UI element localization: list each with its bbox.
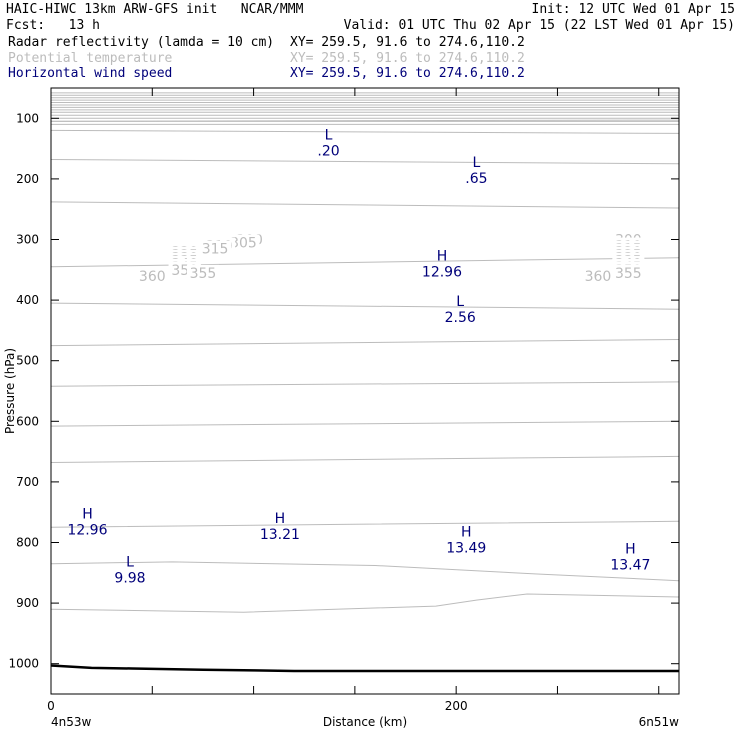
wind-extremum-type-2: H bbox=[461, 524, 472, 540]
wind-extremum-value-6: 2.56 bbox=[445, 310, 476, 326]
y-tick-label-300: 300 bbox=[16, 233, 39, 247]
isentrope-360 bbox=[50, 119, 680, 122]
y-tick-label-100: 100 bbox=[16, 111, 39, 125]
left-endpoint-label: 4n53w bbox=[51, 715, 92, 729]
wind-extremum-type-6: L bbox=[456, 294, 464, 310]
surface-pressure-line bbox=[50, 664, 679, 673]
isentrope-315 bbox=[50, 455, 680, 463]
wind-extremum-value-5: 12.96 bbox=[422, 265, 462, 281]
isentrope-345 bbox=[50, 201, 680, 209]
isentrope-label-bg-360-0 bbox=[136, 267, 169, 283]
field-name-wind-speed: Horizontal wind speed bbox=[8, 66, 173, 81]
wind-extremum-type-8: L bbox=[473, 155, 481, 171]
x-tick-label-200: 200 bbox=[445, 699, 468, 713]
isentrope-320 bbox=[50, 420, 680, 427]
isentrope-label-360-1: 360 bbox=[585, 269, 612, 285]
wind-extremum-type-5: H bbox=[437, 249, 448, 265]
field-xy-reflectivity: XY= 259.5, 91.6 to 274.6,110.2 bbox=[290, 35, 525, 50]
isentrope-310 bbox=[50, 520, 680, 528]
isentrope-305 bbox=[50, 561, 680, 582]
isentrope-330 bbox=[50, 339, 680, 347]
wind-extremum-value-3: 13.47 bbox=[610, 557, 650, 573]
field-xy-potential-temperature: XY= 259.5, 91.6 to 274.6,110.2 bbox=[290, 51, 525, 66]
y-tick-label-600: 600 bbox=[16, 414, 39, 428]
isentrope-label-355-0: 355 bbox=[190, 266, 217, 282]
wind-extremum-type-0: H bbox=[82, 506, 93, 522]
forecast-hour: Fcst: 13 h bbox=[6, 18, 100, 33]
y-tick-label-500: 500 bbox=[16, 354, 39, 368]
wind-extremum-value-8: .65 bbox=[465, 171, 487, 187]
wind-extremum-value-2: 13.49 bbox=[446, 540, 486, 556]
x-tick-label-0: 0 bbox=[47, 699, 55, 713]
right-endpoint-label: 6n51w bbox=[639, 715, 680, 729]
y-tick-label-800: 800 bbox=[16, 536, 39, 550]
field-name-potential-temperature: Potential temperature bbox=[8, 51, 173, 66]
plot-area: 3003003053103103153153203203253253303303… bbox=[50, 92, 680, 673]
isentrope-label-bg-355-1 bbox=[612, 264, 645, 280]
wind-extremum-type-3: H bbox=[625, 541, 636, 557]
isentrope-325 bbox=[50, 381, 680, 387]
isentrope-350 bbox=[50, 159, 680, 165]
y-tick-label-900: 900 bbox=[16, 596, 39, 610]
y-tick-label-700: 700 bbox=[16, 475, 39, 489]
isentrope-340 bbox=[50, 257, 680, 268]
x-axis-title: Distance (km) bbox=[323, 715, 407, 729]
valid-time: Valid: 01 UTC Thu 02 Apr 15 (22 LST Wed … bbox=[343, 18, 735, 33]
field-name-reflectivity: Radar reflectivity (lamda = 10 cm) bbox=[8, 35, 275, 50]
axes: 100 200 300 400 500 600 700 800 900 1000 0 200 bbox=[8, 88, 679, 713]
y-tick-label-400: 400 bbox=[16, 293, 39, 307]
plot-frame bbox=[50, 87, 680, 695]
model-title: HAIC-HIWC 13km ARW-GFS init NCAR/MMM bbox=[6, 2, 304, 17]
isentrope-335 bbox=[50, 302, 680, 310]
isentrope-label-bg-315-0 bbox=[199, 240, 232, 256]
y-tick-label-1000: 1000 bbox=[8, 657, 39, 671]
wind-extremum-value-0: 12.96 bbox=[67, 522, 107, 538]
wind-extremum-type-1: H bbox=[275, 511, 286, 527]
wind-extremum-type-4: L bbox=[126, 555, 134, 571]
isentrope-label-360-0: 360 bbox=[139, 269, 166, 285]
isentrope-label-355-1: 355 bbox=[615, 266, 642, 282]
isentrope-label-bg-305-0 bbox=[227, 234, 260, 250]
isentrope-300 bbox=[50, 593, 680, 613]
wind-extremum-value-7: .20 bbox=[317, 144, 339, 160]
y-tick-label-200: 200 bbox=[16, 172, 39, 186]
y-axis-title: Pressure (hPa) bbox=[3, 348, 17, 434]
isentrope-355 bbox=[50, 129, 680, 134]
field-xy-wind-speed: XY= 259.5, 91.6 to 274.6,110.2 bbox=[290, 66, 525, 81]
init-time: Init: 12 UTC Wed 01 Apr 15 bbox=[531, 2, 736, 17]
wind-extremum-type-7: L bbox=[325, 128, 333, 144]
isentrope-label-bg-360-1 bbox=[581, 267, 614, 283]
isentrope-label-315-0: 315 bbox=[202, 242, 229, 258]
wind-extremum-value-4: 9.98 bbox=[114, 571, 145, 587]
wind-extremum-value-1: 13.21 bbox=[260, 527, 300, 543]
isentrope-label-305-0: 305 bbox=[230, 236, 257, 252]
isentrope-label-bg-355-0 bbox=[186, 264, 219, 280]
